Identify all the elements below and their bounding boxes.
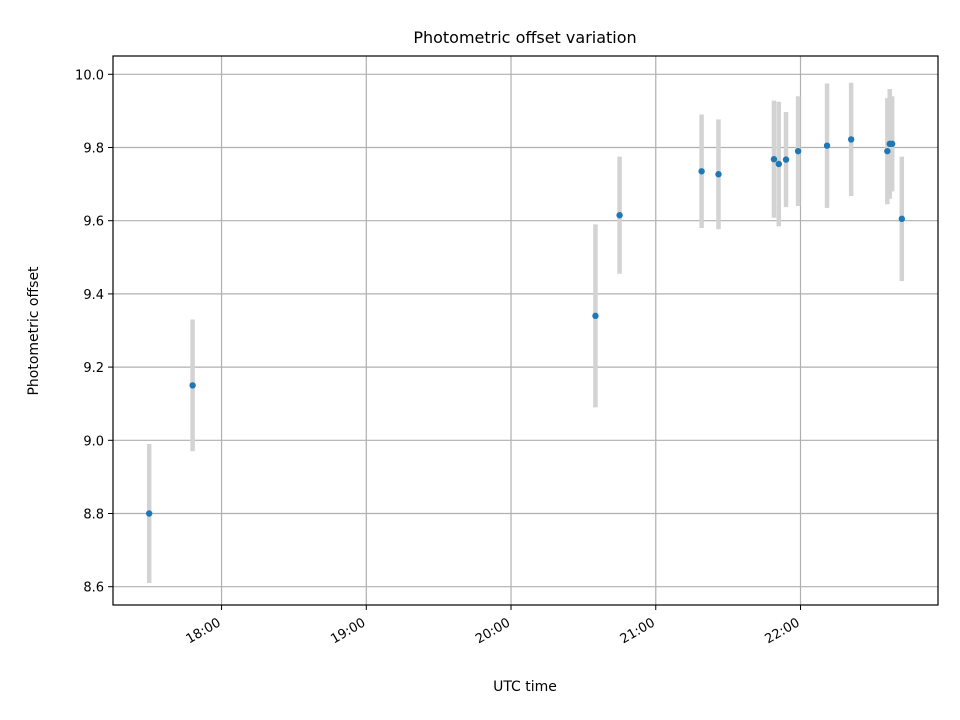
data-point bbox=[823, 142, 831, 149]
data-point bbox=[782, 156, 790, 163]
data-point bbox=[145, 510, 153, 517]
data-point bbox=[898, 215, 906, 223]
y-tick-label: 8.6 bbox=[83, 581, 104, 596]
data-point bbox=[888, 140, 896, 148]
y-tick-label: 9.0 bbox=[83, 434, 104, 449]
plot-frame bbox=[112, 55, 939, 606]
y-tick-label: 9.2 bbox=[83, 361, 104, 376]
data-points bbox=[145, 136, 906, 517]
data-point bbox=[592, 312, 599, 320]
data-point bbox=[794, 147, 802, 155]
x-axis-label: UTC time bbox=[493, 679, 557, 695]
y-tick-label: 8.8 bbox=[83, 508, 104, 523]
y-tick-label: 10.0 bbox=[75, 68, 104, 83]
data-point bbox=[698, 168, 705, 175]
data-point bbox=[715, 171, 722, 178]
data-point bbox=[616, 212, 623, 219]
data-point bbox=[847, 136, 855, 143]
y-tick-label: 9.4 bbox=[83, 288, 104, 303]
y-tick-label: 9.8 bbox=[83, 142, 104, 157]
data-point bbox=[770, 156, 778, 163]
data-point bbox=[189, 382, 196, 389]
data-point bbox=[884, 147, 891, 155]
chart-title: Photometric offset variation bbox=[413, 28, 636, 47]
y-axis-label: Photometric offset bbox=[26, 266, 42, 396]
y-tick-label: 9.6 bbox=[83, 215, 104, 230]
data-point bbox=[775, 160, 782, 168]
grid bbox=[113, 56, 938, 605]
